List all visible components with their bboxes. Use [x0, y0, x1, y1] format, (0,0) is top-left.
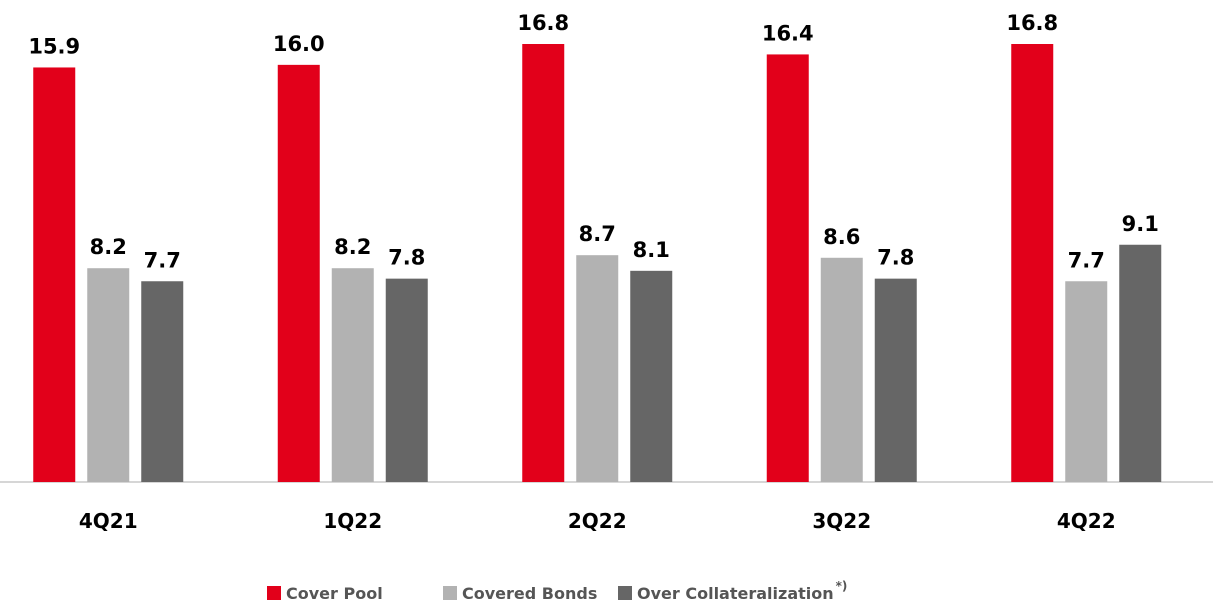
- bar: [874, 278, 917, 482]
- x-tick-label: 4Q22: [1057, 509, 1116, 533]
- value-label: 16.8: [517, 11, 569, 35]
- value-label: 8.7: [579, 222, 616, 246]
- value-label: 9.1: [1122, 212, 1159, 236]
- value-label: 15.9: [28, 34, 80, 58]
- bar: [576, 255, 619, 482]
- value-label: 8.2: [90, 235, 127, 259]
- value-label: 16.0: [273, 32, 325, 56]
- bar: [385, 278, 428, 482]
- x-tick-label: 3Q22: [812, 509, 871, 533]
- value-label: 7.8: [388, 246, 425, 270]
- legend-label: Covered Bonds: [462, 584, 597, 603]
- legend-swatch: [618, 586, 632, 600]
- value-label: 7.8: [877, 246, 914, 270]
- value-label: 8.6: [823, 225, 860, 249]
- bar: [277, 64, 320, 482]
- bar: [630, 270, 673, 482]
- bar: [1065, 281, 1108, 482]
- value-label: 8.1: [633, 238, 670, 262]
- x-tick-label: 4Q21: [79, 509, 138, 533]
- value-label: 16.4: [762, 21, 814, 45]
- value-label: 7.7: [1068, 248, 1105, 272]
- legend-label: Cover Pool: [286, 584, 383, 603]
- bar: [766, 54, 809, 483]
- value-label: 7.7: [144, 248, 181, 272]
- bar: [33, 67, 76, 482]
- x-tick-label: 1Q22: [323, 509, 382, 533]
- bar: [141, 281, 184, 482]
- bar: [1119, 244, 1162, 482]
- x-tick-label: 2Q22: [568, 509, 627, 533]
- legend-label: Over Collateralization: [637, 584, 834, 603]
- bar: [522, 44, 565, 482]
- legend-note: *): [836, 579, 848, 593]
- bar: [87, 268, 130, 482]
- bar: [820, 257, 863, 482]
- value-label: 16.8: [1006, 11, 1058, 35]
- legend-swatch: [267, 586, 281, 600]
- value-label: 8.2: [334, 235, 371, 259]
- legend-swatch: [443, 586, 457, 600]
- bar: [331, 268, 374, 482]
- bar: [1011, 44, 1054, 482]
